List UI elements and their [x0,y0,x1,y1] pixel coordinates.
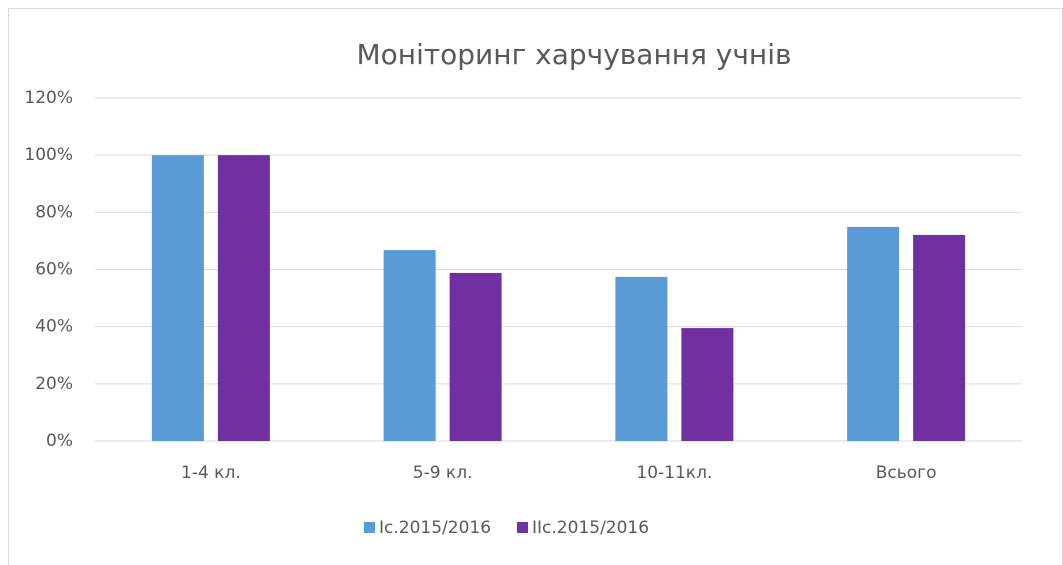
legend-label: Іс.2015/2016 [379,518,491,538]
x-tick-label: 5-9 кл. [413,463,473,483]
x-tick-label: Всього [876,463,937,483]
bar [615,276,668,441]
y-tick-label: 60% [35,260,73,280]
bar [151,155,204,441]
chart-title: Моніторинг харчування учнів [356,38,791,71]
legend-swatch [364,522,375,533]
legend-swatch [517,522,529,533]
y-tick-label: 80% [35,202,73,222]
x-tick-label: 1-4 кл. [181,463,241,483]
y-tick-label: 100% [24,145,73,165]
legend-label: ІІс.2015/2016 [532,518,649,538]
y-tick-label: 20% [35,374,73,394]
y-tick-label: 0% [46,431,73,451]
bar [913,234,966,441]
bar [449,272,502,441]
bar [217,155,270,441]
y-tick-label: 40% [35,317,73,337]
y-tick-label: 120% [24,88,73,108]
bar [383,250,436,441]
bar [681,328,734,441]
x-tick-label: 10-11кл. [636,463,712,483]
bar [847,226,900,441]
